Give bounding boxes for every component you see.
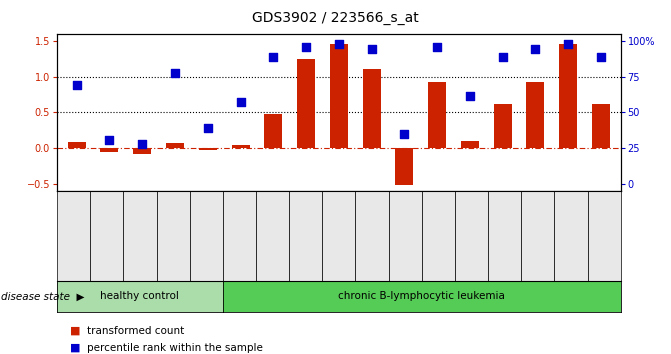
Bar [592, 104, 610, 148]
Text: ■: ■ [70, 343, 81, 353]
Text: GSM658018: GSM658018 [334, 198, 344, 257]
Point [235, 99, 246, 104]
Bar [231, 145, 250, 148]
Point [71, 82, 82, 88]
Point [464, 93, 475, 99]
Text: healthy control: healthy control [101, 291, 179, 302]
Bar [428, 82, 446, 148]
Bar [461, 141, 479, 148]
Point [563, 41, 574, 46]
Text: GSM658022: GSM658022 [465, 198, 475, 258]
Text: GSM658017: GSM658017 [301, 198, 311, 257]
Bar [297, 59, 315, 148]
Point [530, 46, 541, 52]
Point [268, 55, 278, 60]
Text: GSM658019: GSM658019 [366, 198, 376, 257]
Text: GSM658024: GSM658024 [531, 198, 540, 257]
Bar [362, 69, 380, 148]
Text: disease state  ▶: disease state ▶ [1, 291, 85, 302]
Text: GSM658026: GSM658026 [596, 198, 606, 257]
Bar [559, 44, 577, 148]
Point [170, 70, 180, 76]
Text: percentile rank within the sample: percentile rank within the sample [87, 343, 263, 353]
Text: GSM658021: GSM658021 [432, 198, 442, 257]
Text: GSM658010: GSM658010 [72, 198, 82, 257]
Text: GSM658023: GSM658023 [498, 198, 508, 257]
Point [333, 41, 344, 47]
Text: GSM658015: GSM658015 [236, 198, 246, 257]
Bar [68, 142, 86, 148]
Text: GSM658025: GSM658025 [563, 198, 573, 258]
Point [203, 125, 213, 131]
Point [596, 54, 607, 59]
Text: ■: ■ [70, 326, 81, 336]
Text: GSM658020: GSM658020 [399, 198, 409, 257]
Point [366, 46, 377, 52]
Text: GSM658012: GSM658012 [138, 198, 147, 257]
Text: transformed count: transformed count [87, 326, 185, 336]
Text: chronic B-lymphocytic leukemia: chronic B-lymphocytic leukemia [338, 291, 505, 302]
Point [104, 137, 115, 142]
Bar [527, 82, 544, 148]
Bar [101, 148, 119, 152]
Bar [199, 148, 217, 150]
Point [137, 141, 148, 147]
Bar [264, 114, 282, 148]
Bar [166, 143, 184, 148]
Text: GSM658016: GSM658016 [268, 198, 278, 257]
Text: GDS3902 / 223566_s_at: GDS3902 / 223566_s_at [252, 11, 419, 25]
Bar [395, 148, 413, 185]
Text: GSM658014: GSM658014 [203, 198, 213, 257]
Text: GSM658011: GSM658011 [105, 198, 115, 257]
Bar [330, 44, 348, 148]
Point [301, 44, 311, 49]
Bar [494, 104, 512, 148]
Bar [134, 148, 151, 154]
Point [399, 131, 410, 137]
Point [432, 44, 443, 49]
Text: GSM658013: GSM658013 [170, 198, 180, 257]
Point [497, 54, 508, 59]
